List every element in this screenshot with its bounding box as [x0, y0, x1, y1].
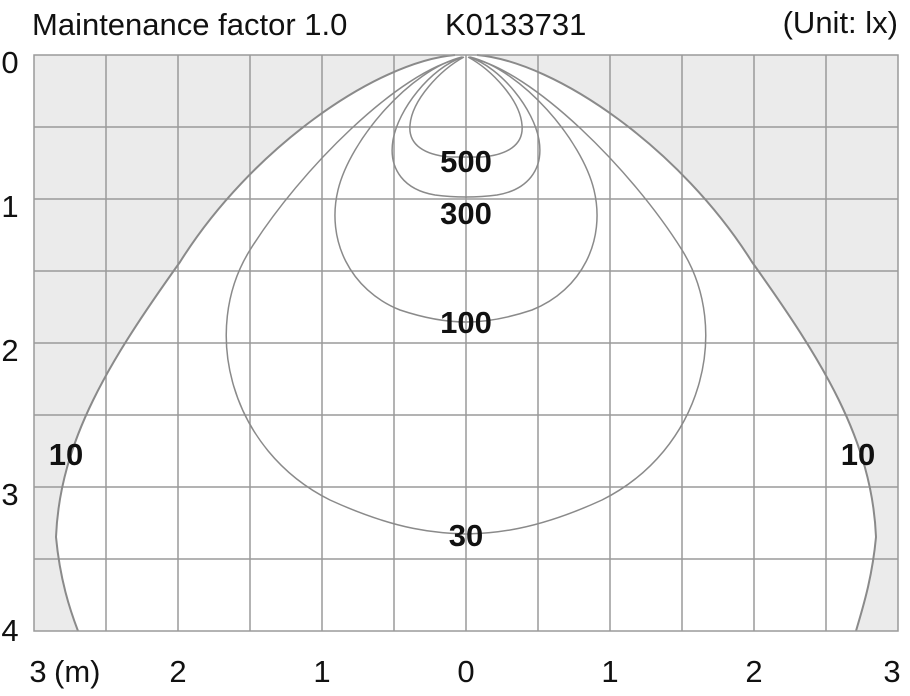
contour-300: [391, 56, 541, 198]
x-axis-unit-label: (m): [54, 654, 100, 689]
unit-label: (Unit: lx): [783, 5, 898, 40]
contour-10: [54, 54, 878, 632]
y-tick-label: 1: [1, 189, 18, 224]
contour-label-30: 30: [449, 518, 483, 553]
grid-lines: [34, 55, 898, 631]
x-tick-label: 1: [313, 654, 330, 689]
x-tick-label: 0: [457, 654, 474, 689]
contour-100: [334, 56, 598, 323]
y-tick-label: 0: [1, 45, 18, 80]
x-tick-label: 1: [601, 654, 618, 689]
x-tick-label: 2: [745, 654, 762, 689]
model-number: K0133731: [445, 7, 586, 42]
contour-label-10-right: 10: [841, 437, 875, 472]
contour-500: [409, 56, 523, 158]
contour-label-300: 300: [440, 196, 492, 231]
contour-lines: [54, 54, 878, 632]
contour-label-500: 500: [440, 144, 492, 179]
y-tick-label: 3: [1, 477, 18, 512]
y-axis-tick-labels: 0 1 2 3 4: [1, 45, 18, 648]
x-tick-label: 3: [883, 654, 900, 689]
plot-frame: [33, 54, 899, 632]
y-tick-label: 4: [1, 613, 18, 648]
contour-label-100: 100: [440, 305, 492, 340]
contour-label-10-left: 10: [49, 437, 83, 472]
maintenance-factor-title: Maintenance factor 1.0: [32, 7, 347, 42]
x-tick-label: 2: [169, 654, 186, 689]
y-tick-label: 2: [1, 333, 18, 368]
x-tick-label: 3: [29, 654, 46, 689]
x-axis-tick-labels: 3 (m) 2 1 0 1 2 3: [29, 654, 900, 689]
contour-30: [225, 57, 707, 535]
